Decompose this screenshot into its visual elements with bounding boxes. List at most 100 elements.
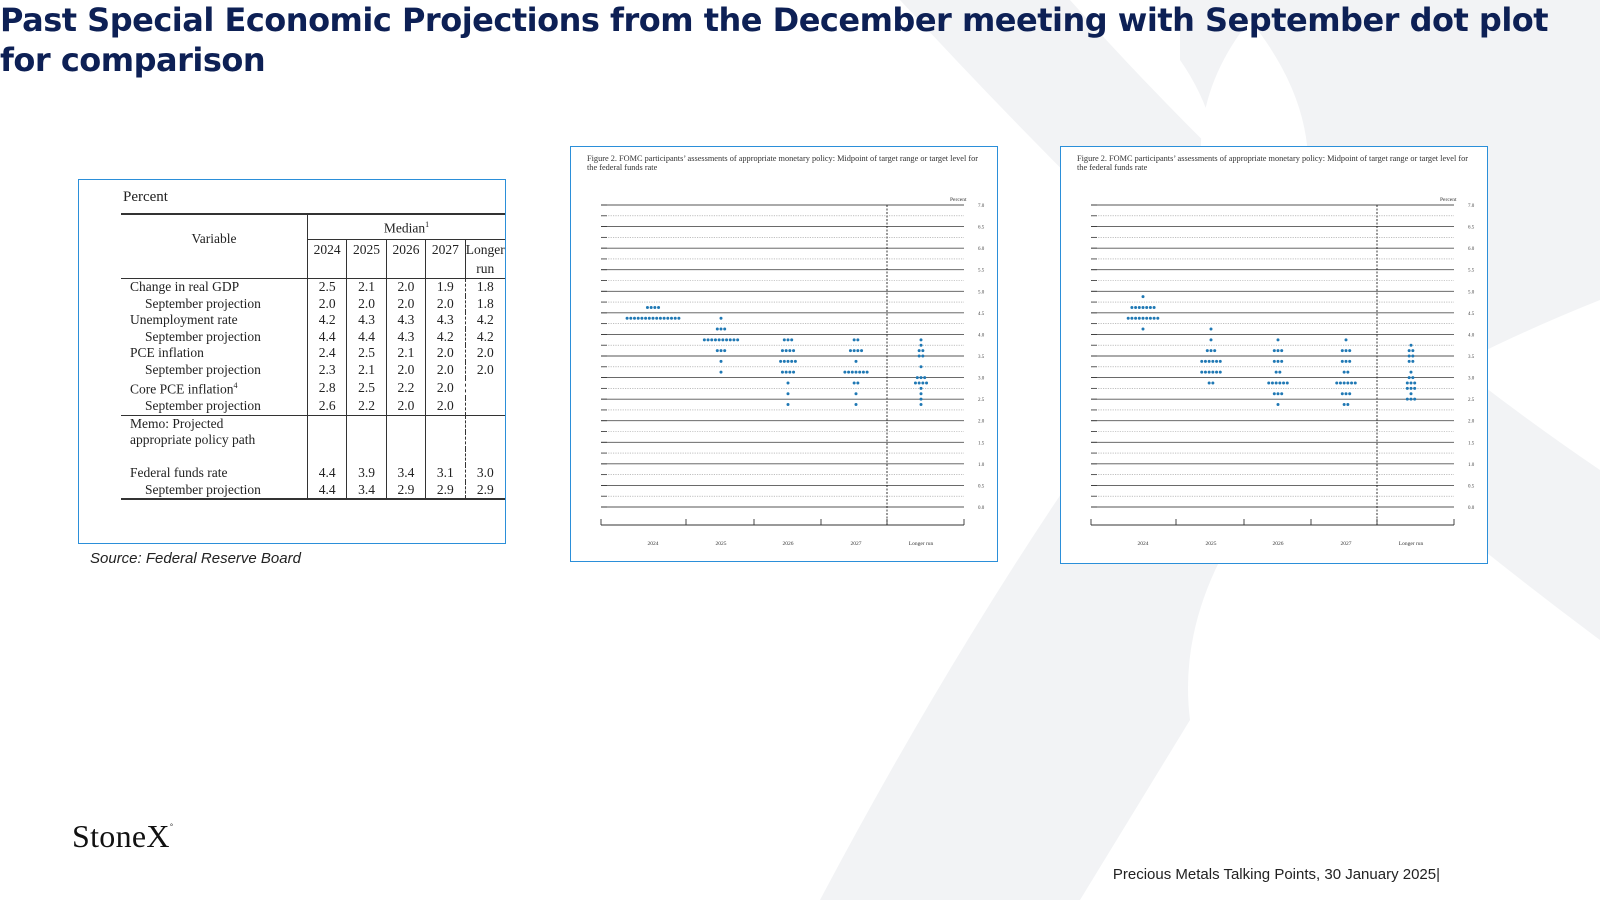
y-tick-label: 1.0 <box>1468 463 1475 468</box>
dot-plot-dot <box>728 338 732 342</box>
dot-plot-dot <box>1148 316 1152 320</box>
dot-plot-dot <box>732 338 736 342</box>
dot-plot-dot <box>861 370 865 374</box>
dot-plot-dot <box>1141 295 1145 299</box>
dot-plot-dot <box>1276 359 1280 363</box>
dot-plot-dot <box>786 338 790 342</box>
dot-plot-dot <box>702 338 706 342</box>
dot-plot-dot <box>666 316 670 320</box>
cell-value: 4.4 <box>306 481 347 499</box>
cell-value: 2.3 <box>306 361 347 378</box>
x-tick-label: 2027 <box>851 541 862 547</box>
cell-value: 4.4 <box>346 328 387 345</box>
stonex-logo: StoneX° <box>72 818 174 854</box>
cell-longer-run: 2.0 <box>464 345 505 362</box>
dot-plot-dot <box>1280 392 1284 396</box>
page-title: Past Special Economic Projections from t… <box>0 1 1549 79</box>
memo-row: Memo: Projected <box>121 415 505 432</box>
dot-plot-dot <box>1344 392 1348 396</box>
dot-plot-dot <box>915 376 919 380</box>
dot-plot-dot <box>1213 349 1217 353</box>
dot-plot-dot <box>923 376 927 380</box>
y-tick-label: 3.5 <box>1468 355 1475 360</box>
dot-plot-dot <box>784 370 788 374</box>
row-label: September projection <box>145 328 261 344</box>
cell-value: 2.5 <box>346 378 387 398</box>
cell-longer-run: 4.2 <box>464 328 505 345</box>
row-label: PCE inflation <box>130 345 204 360</box>
dot-plot-dot <box>1409 392 1413 396</box>
dot-plot-dot <box>921 354 925 358</box>
dot-plot-dot <box>653 305 657 309</box>
table-row: Change in real GDP 2.5 2.1 2.0 1.9 1.8 <box>121 278 505 296</box>
memo-row: appropriate policy path <box>121 432 505 449</box>
cell-longer-run <box>464 378 505 398</box>
cell-longer-run: 2.0 <box>464 361 505 378</box>
dot-plot-dot <box>1211 359 1215 363</box>
dot-plot-dot <box>850 370 854 374</box>
cell-value: 2.0 <box>425 361 466 378</box>
table-row: Unemployment rate 4.2 4.3 4.3 4.3 4.2 <box>121 312 505 329</box>
dot-plot-dot <box>1409 370 1413 374</box>
y-tick-label: 0.5 <box>978 484 985 489</box>
cell-longer-run: 3.0 <box>464 465 505 482</box>
dot-plot-dot <box>925 381 929 385</box>
dot-plot-dot <box>662 316 666 320</box>
dot-plot-dot <box>854 403 858 407</box>
dot-plot-dot <box>1148 305 1152 309</box>
dot-plot-dot <box>1156 316 1160 320</box>
dot-plot-dot <box>1340 392 1344 396</box>
dot-plot-dot <box>723 349 727 353</box>
dot-plot-dot <box>788 349 792 353</box>
table-row: September projection 4.4 3.4 2.9 2.9 2.9 <box>121 481 505 499</box>
x-tick-label: 2024 <box>1138 541 1149 547</box>
dot-plot-dot <box>723 327 727 331</box>
dot-plot-dot <box>1276 392 1280 396</box>
year-header: 2027 <box>425 239 466 260</box>
dot-plot-dot <box>917 349 921 353</box>
y-tick-label: 1.5 <box>1468 441 1475 446</box>
variable-header: Variable <box>191 231 237 246</box>
dot-plot-dot <box>1344 359 1348 363</box>
dot-plot-dot <box>1350 381 1354 385</box>
dot-plot-september: Figure 2. FOMC participants’ assessments… <box>1060 146 1488 564</box>
y-tick-label: 1.0 <box>978 463 985 468</box>
dot-plot-dot <box>657 305 661 309</box>
dot-plot-dot <box>919 343 923 347</box>
dot-plot-dot <box>919 392 923 396</box>
dot-plot-dot <box>917 354 921 358</box>
cell-value: 4.3 <box>346 312 387 329</box>
dot-plot-dot <box>1338 381 1342 385</box>
cell-value: 3.4 <box>346 481 387 499</box>
cell-value: 4.2 <box>425 328 466 345</box>
dot-plot-dot <box>1278 370 1282 374</box>
dot-plot-dot <box>651 316 655 320</box>
dot-plot-dot <box>1280 349 1284 353</box>
cell-longer-run: 1.8 <box>464 278 505 296</box>
dot-plot-dot <box>1405 381 1409 385</box>
year-header: 2024 <box>306 239 347 260</box>
dot-plot-dot <box>919 403 923 407</box>
dot-plot-dot <box>721 338 725 342</box>
dot-plot-dot <box>788 370 792 374</box>
y-tick-label: 4.5 <box>978 312 985 317</box>
dot-plot-dot <box>1409 386 1413 390</box>
dot-plot-dot <box>1346 370 1350 374</box>
dot-plot-dot <box>779 359 783 363</box>
dot-plot-dot <box>854 392 858 396</box>
y-tick-label: 2.5 <box>1468 398 1475 403</box>
dot-plot-dot <box>629 316 633 320</box>
cell-value: 2.0 <box>425 398 466 415</box>
dot-plot-dot <box>856 349 860 353</box>
dot-plot-caption: Figure 2. FOMC participants’ assessments… <box>1077 154 1469 173</box>
row-label: Core PCE inflation4 <box>130 381 238 397</box>
dot-plot-dot <box>1218 359 1222 363</box>
y-tick-label: 4.0 <box>978 333 985 338</box>
dot-plot-dot <box>1411 354 1415 358</box>
dot-plot-svg: 0.0 0.5 1.0 1.5 2.0 2.5 3.0 3.5 4.0 4.5 5.0 5.5 6.0 6… <box>600 197 985 547</box>
cell-value: 2.0 <box>346 295 387 312</box>
dot-plot-dot <box>719 370 723 374</box>
dot-plot-dot <box>647 316 651 320</box>
dot-plot-dot <box>792 349 796 353</box>
dot-plot-dot <box>792 370 796 374</box>
